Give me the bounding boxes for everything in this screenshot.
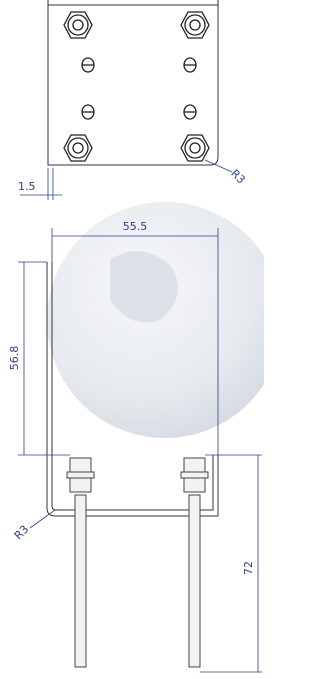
dimension-label: 1.5	[18, 180, 36, 193]
top-view	[48, 0, 218, 165]
dimension-label: 72	[242, 561, 255, 575]
dimension-label: R3	[12, 523, 32, 543]
leader-line	[30, 510, 55, 528]
drawing: 1.5 R3 55.5 56.8 R3 72	[0, 0, 264, 679]
leader-line	[205, 160, 232, 172]
dimension-label: 55.5	[123, 220, 148, 233]
dimension-label: R3	[228, 167, 248, 187]
dimension-label: 56.8	[8, 346, 21, 371]
